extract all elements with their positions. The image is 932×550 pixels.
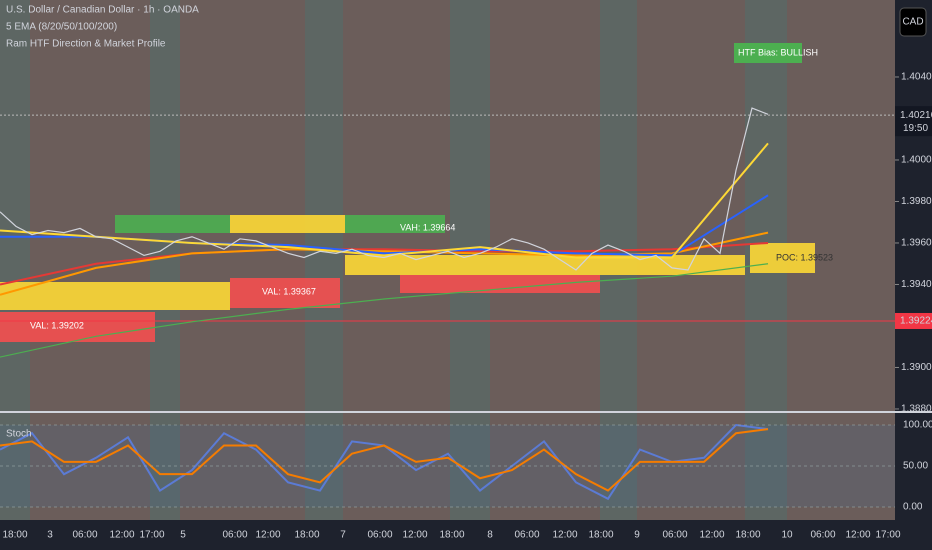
last-price-label: 1.40216 bbox=[900, 110, 932, 121]
y-tick-label: 100.00 bbox=[903, 420, 932, 431]
last-price-box bbox=[895, 106, 932, 137]
annotation: POC: 1.39523 bbox=[776, 252, 833, 262]
x-tick-label: 18:00 bbox=[735, 530, 760, 541]
x-tick-label: 12:00 bbox=[845, 530, 870, 541]
x-tick-label: 18:00 bbox=[588, 530, 613, 541]
x-tick-label: 5 bbox=[180, 530, 186, 541]
ema-line bbox=[0, 241, 769, 286]
x-tick-label: 18:00 bbox=[2, 530, 27, 541]
x-tick-label: 8 bbox=[487, 530, 493, 541]
y-tick-label: 1.40000 bbox=[901, 155, 932, 166]
x-tick-label: 12:00 bbox=[699, 530, 724, 541]
x-tick-label: 17:00 bbox=[139, 530, 164, 541]
y-tick-label: 1.39000 bbox=[901, 362, 932, 373]
y-tick-label: 0.00 bbox=[903, 502, 923, 513]
stoch-line bbox=[0, 428, 769, 492]
x-tick-label: 06:00 bbox=[222, 530, 247, 541]
profile-block bbox=[750, 243, 815, 273]
currency-button[interactable] bbox=[899, 7, 927, 37]
annotation-box bbox=[734, 43, 802, 63]
y-tick-label: 1.39400 bbox=[901, 279, 932, 290]
session-stripe bbox=[0, 0, 30, 520]
indicator-label: Ram HTF Direction & Market Profile bbox=[6, 39, 166, 50]
x-tick-label: 12:00 bbox=[552, 530, 577, 541]
annotation: VAL: 1.39202 bbox=[30, 320, 84, 330]
stoch-title: Stoch bbox=[6, 429, 32, 440]
annotation: VAH: 1.39664 bbox=[400, 222, 455, 232]
currency-label[interactable]: CAD bbox=[902, 17, 923, 28]
session-stripe bbox=[150, 0, 180, 520]
y-tick-label: 1.39800 bbox=[901, 196, 932, 207]
annotation: VAL: 1.39367 bbox=[262, 286, 316, 296]
profile-block bbox=[345, 255, 745, 275]
session-stripe bbox=[305, 0, 343, 520]
chart-title: U.S. Dollar / Canadian Dollar · 1h · OAN… bbox=[6, 5, 199, 16]
profile-block bbox=[0, 282, 230, 310]
x-tick-label: 06:00 bbox=[810, 530, 835, 541]
x-tick-label: 06:00 bbox=[514, 530, 539, 541]
time-axis bbox=[0, 520, 895, 550]
x-tick-label: 9 bbox=[634, 530, 640, 541]
profile-block bbox=[400, 275, 600, 293]
x-tick-label: 06:00 bbox=[72, 530, 97, 541]
ema-line bbox=[0, 263, 769, 358]
annotation: HTF Bias: BULLISH bbox=[738, 47, 818, 57]
price-axis bbox=[895, 0, 932, 550]
x-tick-label: 06:00 bbox=[367, 530, 392, 541]
level-label: 1.39224 bbox=[900, 316, 932, 327]
x-tick-label: 18:00 bbox=[439, 530, 464, 541]
profile-block bbox=[230, 215, 345, 233]
y-tick-label: 1.38800 bbox=[901, 404, 932, 415]
x-tick-label: 12:00 bbox=[109, 530, 134, 541]
x-tick-label: 12:00 bbox=[255, 530, 280, 541]
indicator-label: 5 EMA (8/20/50/100/200) bbox=[6, 22, 117, 33]
profile-block bbox=[115, 215, 230, 233]
x-tick-label: 18:00 bbox=[294, 530, 319, 541]
profile-block bbox=[230, 278, 340, 308]
ema-line bbox=[0, 142, 769, 259]
x-tick-label: 06:00 bbox=[662, 530, 687, 541]
x-tick-label: 3 bbox=[47, 530, 53, 541]
profile-block bbox=[345, 215, 445, 233]
countdown: 19:50 bbox=[903, 123, 928, 134]
y-tick-label: 50.00 bbox=[903, 461, 928, 472]
x-tick-label: 10 bbox=[781, 530, 793, 541]
price-line bbox=[0, 107, 769, 271]
x-tick-label: 7 bbox=[340, 530, 346, 541]
level-box bbox=[895, 312, 932, 329]
x-tick-label: 12:00 bbox=[402, 530, 427, 541]
session-stripe bbox=[180, 0, 305, 520]
plot bbox=[0, 107, 895, 507]
profile-block bbox=[0, 312, 155, 342]
x-tick-label: 17:00 bbox=[875, 530, 900, 541]
y-tick-label: 1.39600 bbox=[901, 238, 932, 249]
